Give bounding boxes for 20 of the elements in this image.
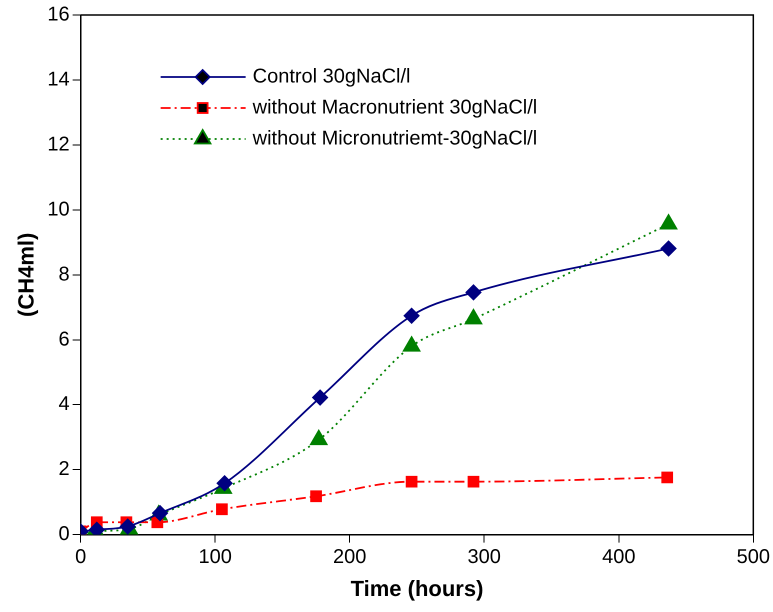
y-tick-label: 4 — [58, 393, 70, 416]
x-tick-label: 400 — [602, 546, 636, 568]
y-tick-label: 2 — [58, 458, 70, 480]
legend-label: without Macronutrient 30gNaCl/l — [252, 96, 538, 119]
x-tick-label: 200 — [333, 546, 366, 568]
y-tick-label: 16 — [47, 4, 70, 26]
y-tick-label: 10 — [47, 198, 70, 220]
y-tick-label: 8 — [58, 263, 70, 286]
y-tick-label: 12 — [47, 133, 70, 156]
x-tick-label: 300 — [468, 546, 501, 568]
legend-label: Control 30gNaCl/l — [252, 66, 411, 88]
y-axis-title: (CH4ml) — [13, 232, 38, 317]
x-tick-label: 500 — [736, 546, 770, 568]
x-tick-label: 100 — [198, 546, 232, 568]
x-axis-title: Time (hours) — [350, 576, 484, 601]
y-tick-label: 0 — [58, 523, 70, 546]
y-tick-label: 6 — [58, 328, 70, 350]
y-tick-label: 14 — [47, 68, 70, 90]
legend-label: without Micronutriemt-30gNaCl/l — [252, 128, 538, 150]
x-tick-label: 0 — [75, 546, 86, 568]
